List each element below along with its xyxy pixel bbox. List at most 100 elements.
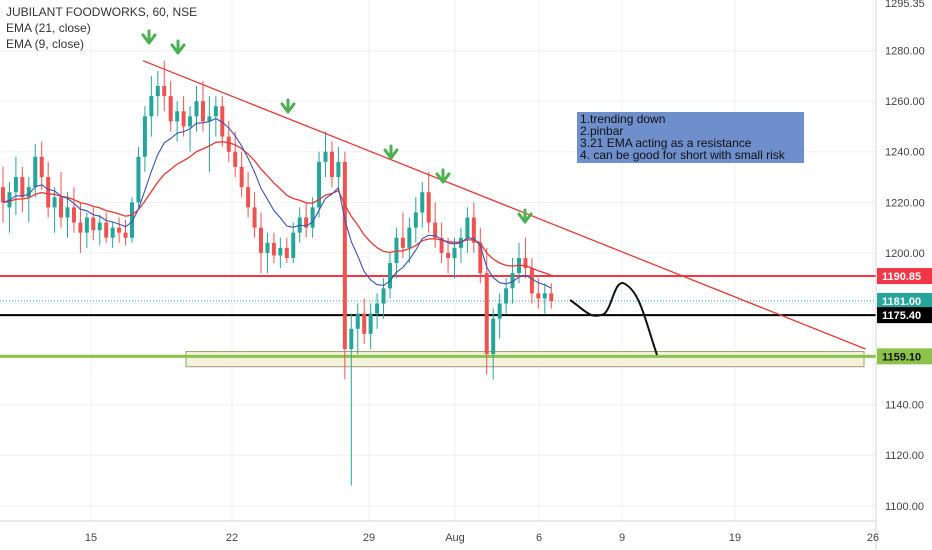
ema21-line xyxy=(2,141,552,277)
note-line-3: 3.21 EMA acting as a resistance xyxy=(580,136,752,150)
candle xyxy=(329,141,334,188)
candle xyxy=(233,131,238,178)
candle xyxy=(13,156,18,215)
candle-body xyxy=(239,166,244,188)
candle xyxy=(104,212,109,243)
candle-body xyxy=(349,328,354,350)
candle xyxy=(239,151,244,198)
candle xyxy=(213,96,218,137)
candle xyxy=(362,298,367,344)
candle-body xyxy=(26,187,31,198)
legend-ema9[interactable]: EMA (9, close) xyxy=(6,37,85,51)
price-badge xyxy=(877,348,932,365)
candle-body xyxy=(446,252,451,258)
candle-body xyxy=(110,227,115,238)
candle-body xyxy=(117,227,122,233)
down-arrow-marker xyxy=(141,33,157,45)
ema-lines xyxy=(2,117,552,289)
legend-ema21[interactable]: EMA (21, close) xyxy=(6,21,91,35)
candle-body xyxy=(426,192,431,223)
candle xyxy=(394,227,399,279)
down-arrow-marker xyxy=(383,148,399,160)
candle-body xyxy=(91,217,96,231)
candle-body xyxy=(433,222,438,238)
candle xyxy=(39,141,44,190)
candle-body xyxy=(162,85,167,97)
candle-body xyxy=(278,247,283,256)
candle-body xyxy=(59,197,64,218)
candle xyxy=(78,202,83,253)
projection-path xyxy=(569,282,658,356)
candle xyxy=(497,293,502,339)
candle-body xyxy=(381,288,386,304)
candle-body xyxy=(400,237,405,248)
price-badge xyxy=(877,292,932,309)
candle-body xyxy=(439,237,444,253)
candle-body xyxy=(246,187,251,208)
candle-body xyxy=(149,96,154,117)
price-badge-label: 1159.10 xyxy=(882,351,921,363)
down-arrow-marker xyxy=(170,43,186,55)
candle-body xyxy=(123,232,128,238)
note-line-2: 2.pinbar xyxy=(580,124,624,138)
candle xyxy=(452,237,457,279)
candle-body xyxy=(252,207,257,228)
candle xyxy=(65,192,70,238)
candle-body xyxy=(362,313,367,334)
x-tick-label: 19 xyxy=(729,532,741,544)
y-tick-label: 1200.00 xyxy=(885,248,925,260)
candle xyxy=(317,151,322,218)
price-badge xyxy=(877,268,932,285)
candle-body xyxy=(168,96,173,122)
candle-body xyxy=(310,207,315,228)
candle-body xyxy=(130,202,134,238)
y-tick-label: 1120.00 xyxy=(885,450,924,462)
price-badge-label: 1181.00 xyxy=(882,296,921,308)
candle-body xyxy=(529,268,534,294)
candle-body xyxy=(39,156,44,178)
candle-body xyxy=(478,242,483,274)
candle-body xyxy=(504,288,509,304)
candle xyxy=(142,106,147,172)
x-tick-label: 15 xyxy=(85,532,97,544)
candle-body xyxy=(78,222,83,233)
candle-body xyxy=(71,207,76,223)
candle-body xyxy=(46,177,51,208)
candle xyxy=(355,303,360,355)
candle-body xyxy=(497,303,502,319)
candle-body xyxy=(542,293,547,299)
candle-body xyxy=(413,212,418,228)
candle-body xyxy=(194,101,199,117)
y-tick-label: 1140.00 xyxy=(885,400,924,412)
candle-body xyxy=(233,151,238,167)
candle-body xyxy=(136,156,141,203)
candle xyxy=(278,237,283,269)
candle-body xyxy=(420,192,425,213)
candle xyxy=(84,212,89,248)
candle xyxy=(97,214,102,246)
candle xyxy=(491,308,496,380)
candle xyxy=(181,96,186,137)
legend-symbol[interactable]: JUBILANT FOODWORKS, 60, NSE xyxy=(6,5,198,19)
down-arrow-marker xyxy=(517,212,533,224)
ema9-line xyxy=(2,117,552,289)
candle xyxy=(110,222,115,248)
candle-body xyxy=(142,116,147,157)
candle-body xyxy=(323,151,328,162)
candle xyxy=(246,171,251,218)
candle-body xyxy=(452,247,457,258)
x-tick-label: 9 xyxy=(619,532,625,544)
candle xyxy=(310,197,315,238)
candle xyxy=(304,202,309,238)
candle-body xyxy=(394,237,399,264)
candle-body xyxy=(200,101,205,122)
candle xyxy=(207,96,212,172)
candle-body xyxy=(368,313,373,334)
annotation-note[interactable]: 1.trending down 2.pinbar 3.21 EMA acting… xyxy=(577,112,804,163)
candle xyxy=(342,151,347,380)
candle-body xyxy=(259,227,263,253)
candle-body xyxy=(97,222,102,231)
candle xyxy=(26,177,31,223)
